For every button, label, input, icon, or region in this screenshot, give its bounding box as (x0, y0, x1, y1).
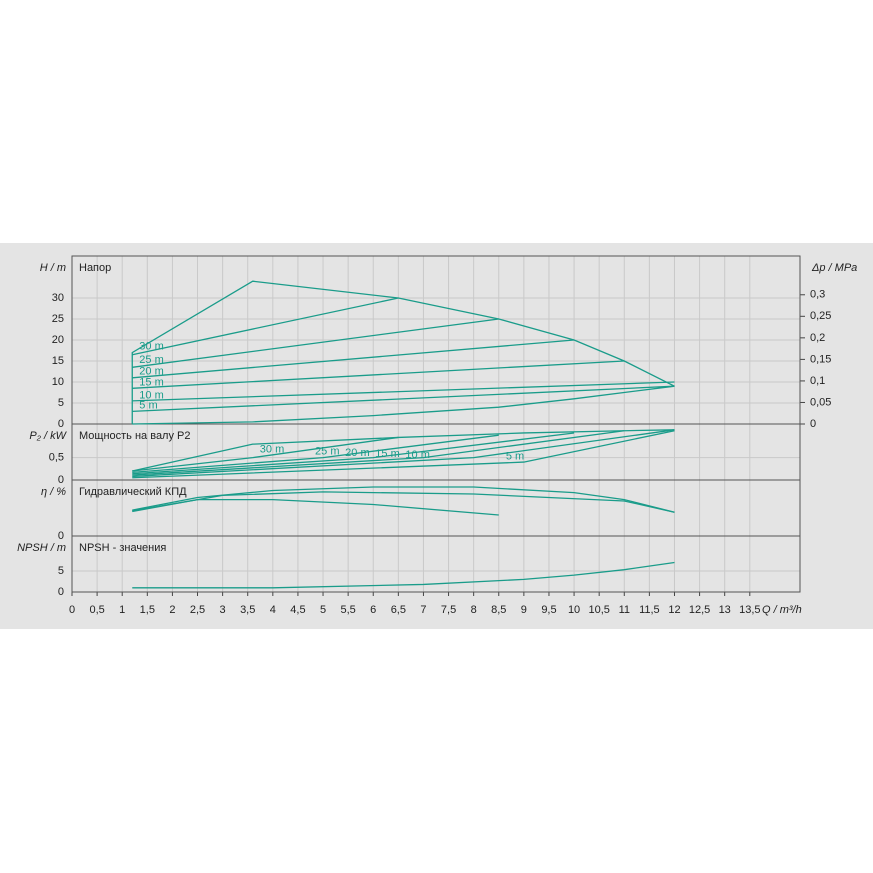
y-tick-label: 30 (52, 292, 64, 304)
plot-frame (71, 255, 801, 593)
x-tick-label: 11 (619, 604, 630, 616)
curve (132, 486, 675, 513)
x-tick-label: 8,5 (491, 604, 506, 616)
x-tick-label: 12 (668, 604, 680, 616)
curve (132, 381, 675, 402)
y-axis-label: H / m (40, 262, 66, 274)
y-tick-label: 0 (58, 586, 64, 598)
y2-axis-label: Δp / MPa (811, 262, 857, 274)
y-axis-label: η / % (41, 486, 66, 498)
x-tick-label: 13 (719, 604, 731, 616)
curve (132, 436, 399, 472)
y-axis-label: P₂ / kW (29, 430, 67, 442)
x-tick-label: 12,5 (689, 604, 710, 616)
curve (132, 429, 675, 472)
curve (132, 430, 675, 479)
x-tick-label: 6 (370, 604, 376, 616)
series-label: 5 m (506, 450, 524, 462)
panel-title: NPSH - значения (79, 542, 166, 554)
x-tick-label: 10,5 (588, 604, 609, 616)
x-tick-label: 2 (169, 604, 175, 616)
curve (132, 429, 675, 478)
curve (132, 339, 575, 379)
y2-tick-label: 0,1 (810, 375, 825, 387)
y-tick-label: 0 (58, 474, 64, 486)
y2-tick-label: 0,15 (810, 353, 831, 365)
x-tick-label: 3,5 (240, 604, 255, 616)
x-tick-label: 8 (471, 604, 477, 616)
x-tick-label: 1,5 (140, 604, 155, 616)
x-tick-label: 0,5 (89, 604, 104, 616)
curve (132, 297, 399, 356)
series-label: 5 m (139, 400, 157, 412)
series-label: 30 m (139, 340, 163, 352)
y2-tick-label: 0,3 (810, 289, 825, 301)
series-label: 25 m (315, 446, 339, 458)
x-tick-label: 3 (220, 604, 226, 616)
series-label: 30 m (260, 443, 284, 455)
panel-title: Мощность на валу P2 (79, 430, 191, 442)
curve (132, 561, 675, 589)
curve (132, 430, 625, 476)
curve (132, 432, 575, 475)
curve (131, 280, 675, 424)
y-tick-label: 0 (58, 530, 64, 542)
series-label: 15 m (139, 376, 163, 388)
curve (132, 385, 675, 425)
y2-tick-label: 0,2 (810, 332, 825, 344)
x-tick-label: 5,5 (340, 604, 355, 616)
y-tick-label: 5 (58, 397, 64, 409)
y-tick-label: 20 (52, 334, 64, 346)
x-tick-label: 4,5 (290, 604, 305, 616)
panel-title: Напор (79, 262, 111, 274)
y2-tick-label: 0 (810, 418, 816, 430)
x-tick-label: 7,5 (441, 604, 456, 616)
y-tick-label: 10 (52, 376, 64, 388)
y2-tick-label: 0,25 (810, 310, 831, 322)
series-label: 10 m (405, 449, 429, 461)
x-tick-label: 10 (568, 604, 580, 616)
x-tick-label: 9 (521, 604, 527, 616)
curve (132, 498, 499, 516)
x-tick-label: 13,5 (739, 604, 760, 616)
series-label: 25 m (139, 354, 163, 366)
x-tick-label: 7 (420, 604, 426, 616)
x-tick-label: 5 (320, 604, 326, 616)
curve (132, 434, 499, 474)
x-axis-label: Q / m³/h (762, 604, 802, 616)
x-tick-label: 6,5 (391, 604, 406, 616)
series-label: 10 m (139, 389, 163, 401)
series-label: 20 m (139, 365, 163, 377)
y-tick-label: 0,5 (49, 452, 64, 464)
series-label: 15 m (375, 448, 399, 460)
x-tick-label: 11,5 (639, 604, 660, 616)
curve (132, 360, 625, 389)
x-tick-label: 4 (270, 604, 276, 616)
x-tick-label: 2,5 (190, 604, 205, 616)
curve (132, 385, 675, 413)
y-tick-label: 25 (52, 313, 64, 325)
y-tick-label: 15 (52, 355, 64, 367)
y-tick-label: 5 (58, 565, 64, 577)
x-tick-label: 0 (69, 604, 75, 616)
curve (132, 318, 499, 368)
y2-tick-label: 0,05 (810, 396, 831, 408)
series-label: 20 m (345, 447, 369, 459)
curve (132, 491, 675, 513)
x-tick-label: 1 (119, 604, 125, 616)
y-tick-label: 0 (58, 418, 64, 430)
x-tick-label: 9,5 (541, 604, 556, 616)
y-axis-label: NPSH / m (17, 542, 66, 554)
panel-title: Гидравлический КПД (79, 486, 187, 498)
